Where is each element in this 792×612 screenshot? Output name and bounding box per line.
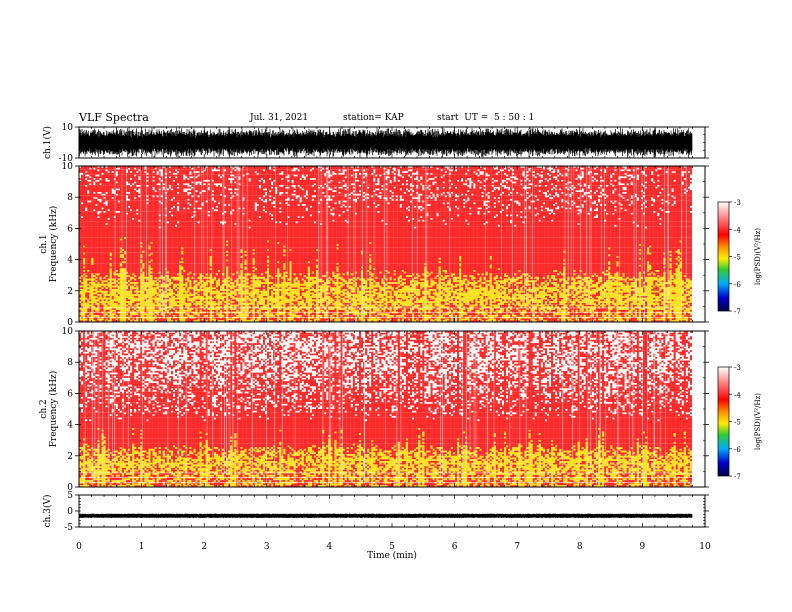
start-time-label: start UT = 5 : 50 : 1 — [437, 113, 535, 123]
station-label: station= KAP — [343, 113, 404, 123]
ch2-spectrogram-colorbar-tick-label: -3 — [734, 364, 741, 372]
x-tick-label: 10 — [699, 542, 711, 552]
x-tick-label: 5 — [389, 542, 395, 552]
x-tick-label: 4 — [327, 542, 333, 552]
ch2-spectrogram-colorbar — [717, 366, 730, 477]
ch2-spectrogram-ytick-label: 8 — [67, 358, 73, 368]
ch2-spectrogram-colorbar-tick-label: -5 — [734, 419, 741, 427]
ch3-waveform-frame — [78, 494, 706, 528]
ch2-spectrogram-ylabel: Frequency (kHz) — [48, 371, 59, 448]
ch2-spectrogram-colorbar-tick-label: -6 — [734, 446, 741, 454]
ch1-waveform-ytick-label: 10 — [62, 123, 74, 133]
ch1-spectrogram-colorbar-tick-label: -4 — [734, 226, 741, 234]
ch1-waveform-ytick-label: -10 — [59, 154, 74, 164]
x-tick-label: 6 — [452, 542, 458, 552]
ch2-spectrogram-colorbar-tick-label: -7 — [734, 473, 741, 481]
ch1-spectrogram-ylabel: ch.1 — [39, 234, 49, 253]
ch2-spectrogram-colorbar-label: log(PSD)(V²/Hz) — [754, 393, 762, 450]
figure-title: VLF Spectra — [79, 111, 149, 124]
ch1-waveform-ylabel: ch.1(V) — [42, 126, 53, 159]
ch3-waveform-ylabel: ch.3(V) — [42, 495, 53, 528]
ch2-spectrogram-ytick-label: 0 — [67, 483, 73, 493]
ch1-spectrogram-colorbar-tick-label: -3 — [734, 199, 741, 207]
ch1-spectrogram-mid-cells — [79, 166, 693, 323]
ch2-spectrogram-streaks — [84, 331, 666, 487]
ch1-waveform-panel — [78, 127, 693, 158]
ch3-waveform-ytick-label: -5 — [64, 523, 73, 533]
ch3-waveform-trace — [78, 513, 693, 518]
date-label: Jul. 31, 2021 — [250, 113, 309, 123]
ch2-spectrogram-ytick-label: 2 — [67, 452, 73, 462]
ch1-spectrogram-colorbar — [717, 201, 730, 312]
ch1-spectrogram-ytick-label: 0 — [67, 318, 73, 328]
ch2-spectrogram-ylabel: ch.2 — [39, 399, 49, 418]
ch3-waveform-ytick-label: 5 — [67, 491, 73, 501]
colorbars: -3 -4 -5 -6 -7 log(PSD)(V²/Hz) -3 -4 -5 -6 -7 log(P… — [717, 199, 762, 481]
ch2-spectrogram-ytick-label: 10 — [62, 327, 74, 337]
x-tick-label: 7 — [514, 542, 520, 552]
ch1-spectrogram-colorbar-tick-label: -5 — [734, 254, 741, 262]
ch2-spectrogram-colorbar-tick-label: -4 — [734, 391, 741, 399]
x-axis-label: Time (min) — [367, 550, 417, 561]
ch2-spectrogram-panel — [79, 331, 693, 488]
x-tick-label: 8 — [577, 542, 583, 552]
ch2-spectrogram-ytick-label: 6 — [67, 389, 73, 399]
x-tick-label: 9 — [640, 542, 646, 552]
x-tick-label: 3 — [264, 542, 270, 552]
x-tick-label: 1 — [139, 542, 145, 552]
ch1-spectrogram-panel — [79, 166, 693, 323]
ch1-waveform-trace — [78, 127, 693, 158]
ch1-spectrogram-colorbar-label: log(PSD)(V²/Hz) — [754, 228, 762, 285]
x-tick-label: 0 — [76, 542, 82, 552]
x-tick-label: 2 — [201, 542, 207, 552]
ch1-spectrogram-ytick-label: 10 — [62, 162, 74, 172]
ch1-spectrogram-streaks — [114, 166, 687, 322]
ch1-spectrogram-ytick-label: 6 — [67, 224, 73, 234]
ch3-waveform-panel — [78, 513, 693, 518]
ch1-spectrogram-high-cells — [79, 237, 693, 323]
ch1-spectrogram-ylabel: Frequency (kHz) — [48, 206, 59, 283]
ch1-spectrogram-ytick-label: 8 — [67, 193, 73, 203]
ch3-waveform-ytick-label: 0 — [67, 507, 73, 517]
ch1-spectrogram-ytick-label: 4 — [67, 256, 73, 266]
ch1-spectrogram-colorbar-tick-label: -6 — [734, 281, 741, 289]
ch1-spectrogram-ytick-label: 2 — [67, 287, 73, 297]
ch1-spectrogram-colorbar-tick-label: -7 — [734, 308, 741, 316]
ch2-spectrogram-ytick-label: 4 — [67, 421, 73, 431]
